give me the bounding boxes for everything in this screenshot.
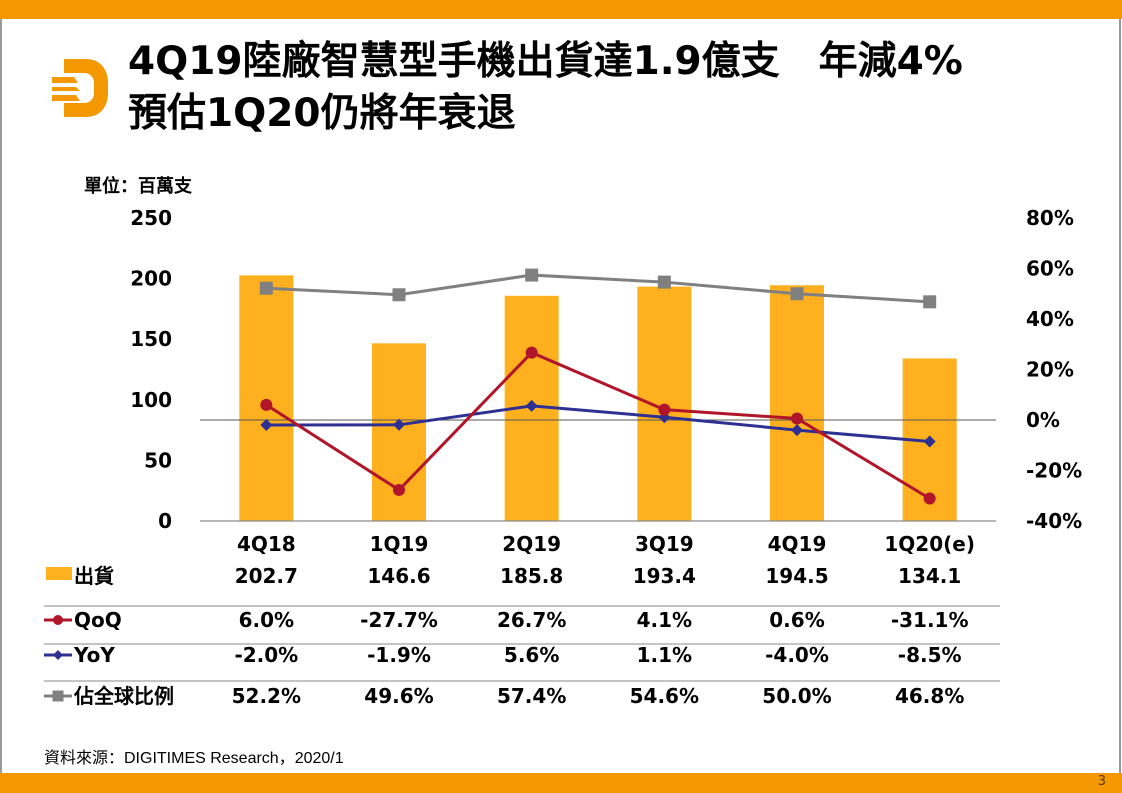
table-series-name: 佔全球比例	[73, 684, 174, 708]
table-cell-value: 26.7%	[497, 608, 566, 632]
table-cell-value: 146.6	[367, 564, 430, 588]
legend-marker-yoy	[53, 650, 63, 660]
source-note: 資料來源：DIGITIMES Research，2020/1	[44, 750, 344, 767]
y2-axis-tick-label: 0%	[1026, 408, 1060, 432]
y-axis-tick-label: 200	[130, 267, 172, 291]
slide-title: 4Q19陸廠智慧型手機出貨達1.9億支 年減4% 預估1Q20仍將年衰退	[128, 36, 963, 140]
table-cell-value: 202.7	[235, 564, 298, 588]
table-cell-value: 0.6%	[769, 608, 824, 632]
table-cell-value: 134.1	[898, 564, 961, 588]
x-axis-category-label: 4Q18	[237, 532, 296, 556]
table-series-name: QoQ	[74, 608, 122, 632]
line-yoy	[266, 404, 930, 443]
y-axis-tick-label: 250	[130, 206, 172, 230]
page-number: 3	[1097, 774, 1106, 789]
marker-yoy	[393, 418, 405, 431]
marker-qoq	[260, 398, 273, 411]
marker-yoy	[791, 424, 803, 437]
table-cell-value: -8.5%	[898, 643, 962, 667]
x-axis-category-label: 1Q19	[370, 532, 429, 556]
digitimes-logo-icon	[52, 59, 108, 117]
line-qoq	[265, 350, 931, 500]
table-cell-value: 57.4%	[497, 684, 566, 708]
bar-shipment	[239, 275, 294, 521]
legend-key-shipment	[46, 567, 72, 580]
y2-axis-tick-label: 40%	[1026, 307, 1074, 331]
marker-share	[392, 288, 406, 302]
y-axis-tick-label: 50	[144, 448, 172, 472]
table-series-name: 出貨	[74, 564, 114, 588]
table-cell-value: 194.5	[765, 564, 828, 588]
table-cell-value: -2.0%	[234, 643, 298, 667]
table-cell-value: 1.1%	[637, 643, 692, 667]
marker-share	[790, 287, 804, 301]
table-series-name: YoY	[73, 643, 115, 667]
table-cell-value: 54.6%	[630, 684, 699, 708]
unit-label: 單位：百萬支	[84, 176, 192, 197]
y2-axis-tick-label: 80%	[1026, 206, 1074, 230]
title-line-2: 預估1Q20仍將年衰退	[128, 91, 516, 136]
marker-yoy	[525, 399, 538, 412]
y2-axis-tick-label: 60%	[1026, 257, 1074, 281]
table-cell-value: 46.8%	[895, 684, 964, 708]
table-cell-value: -1.9%	[367, 643, 431, 667]
marker-qoq	[525, 346, 538, 359]
legend-marker-share	[52, 690, 64, 702]
table-cell-value: 193.4	[633, 564, 696, 588]
marker-share	[259, 281, 273, 295]
x-axis-category-label: 3Q19	[635, 532, 694, 556]
line-share	[266, 273, 930, 304]
table-cell-value: 6.0%	[239, 608, 294, 632]
bottom-accent-bar	[0, 773, 1122, 793]
table-cell-value: 50.0%	[762, 684, 831, 708]
y2-axis-tick-label: 20%	[1026, 358, 1074, 382]
left-border	[0, 19, 2, 773]
x-axis-category-label: 2Q19	[502, 532, 561, 556]
marker-qoq	[658, 403, 671, 416]
table-cell-value: 5.6%	[504, 643, 559, 667]
marker-share	[923, 295, 937, 309]
x-axis-category-label: 1Q20(e)	[884, 532, 975, 556]
marker-share	[657, 275, 671, 289]
table-cell-value: 49.6%	[364, 684, 433, 708]
marker-yoy	[923, 435, 936, 448]
table-cell-value: 52.2%	[232, 684, 301, 708]
table-cell-value: 185.8	[500, 564, 563, 588]
x-axis-category-label: 4Q19	[768, 532, 827, 556]
table-cell-value: -31.1%	[891, 608, 969, 632]
y-axis-tick-label: 100	[130, 388, 172, 412]
right-border	[1119, 19, 1121, 773]
top-accent-bar	[0, 0, 1122, 19]
y2-axis-tick-label: -40%	[1026, 509, 1082, 533]
legend-marker-qoq	[53, 615, 63, 625]
y-axis-tick-label: 150	[130, 327, 172, 351]
marker-qoq	[923, 492, 936, 505]
title-line-1: 4Q19陸廠智慧型手機出貨達1.9億支 年減4%	[128, 39, 963, 84]
marker-qoq	[393, 483, 405, 496]
bar-shipment	[770, 285, 824, 521]
marker-qoq	[791, 412, 803, 425]
y2-axis-tick-label: -20%	[1026, 459, 1082, 483]
table-cell-value: -27.7%	[360, 608, 438, 632]
table-cell-value: 4.1%	[637, 608, 692, 632]
table-cell-value: -4.0%	[765, 643, 829, 667]
marker-yoy	[260, 419, 273, 432]
y-axis-tick-label: 0	[158, 509, 172, 533]
marker-share	[525, 268, 539, 282]
